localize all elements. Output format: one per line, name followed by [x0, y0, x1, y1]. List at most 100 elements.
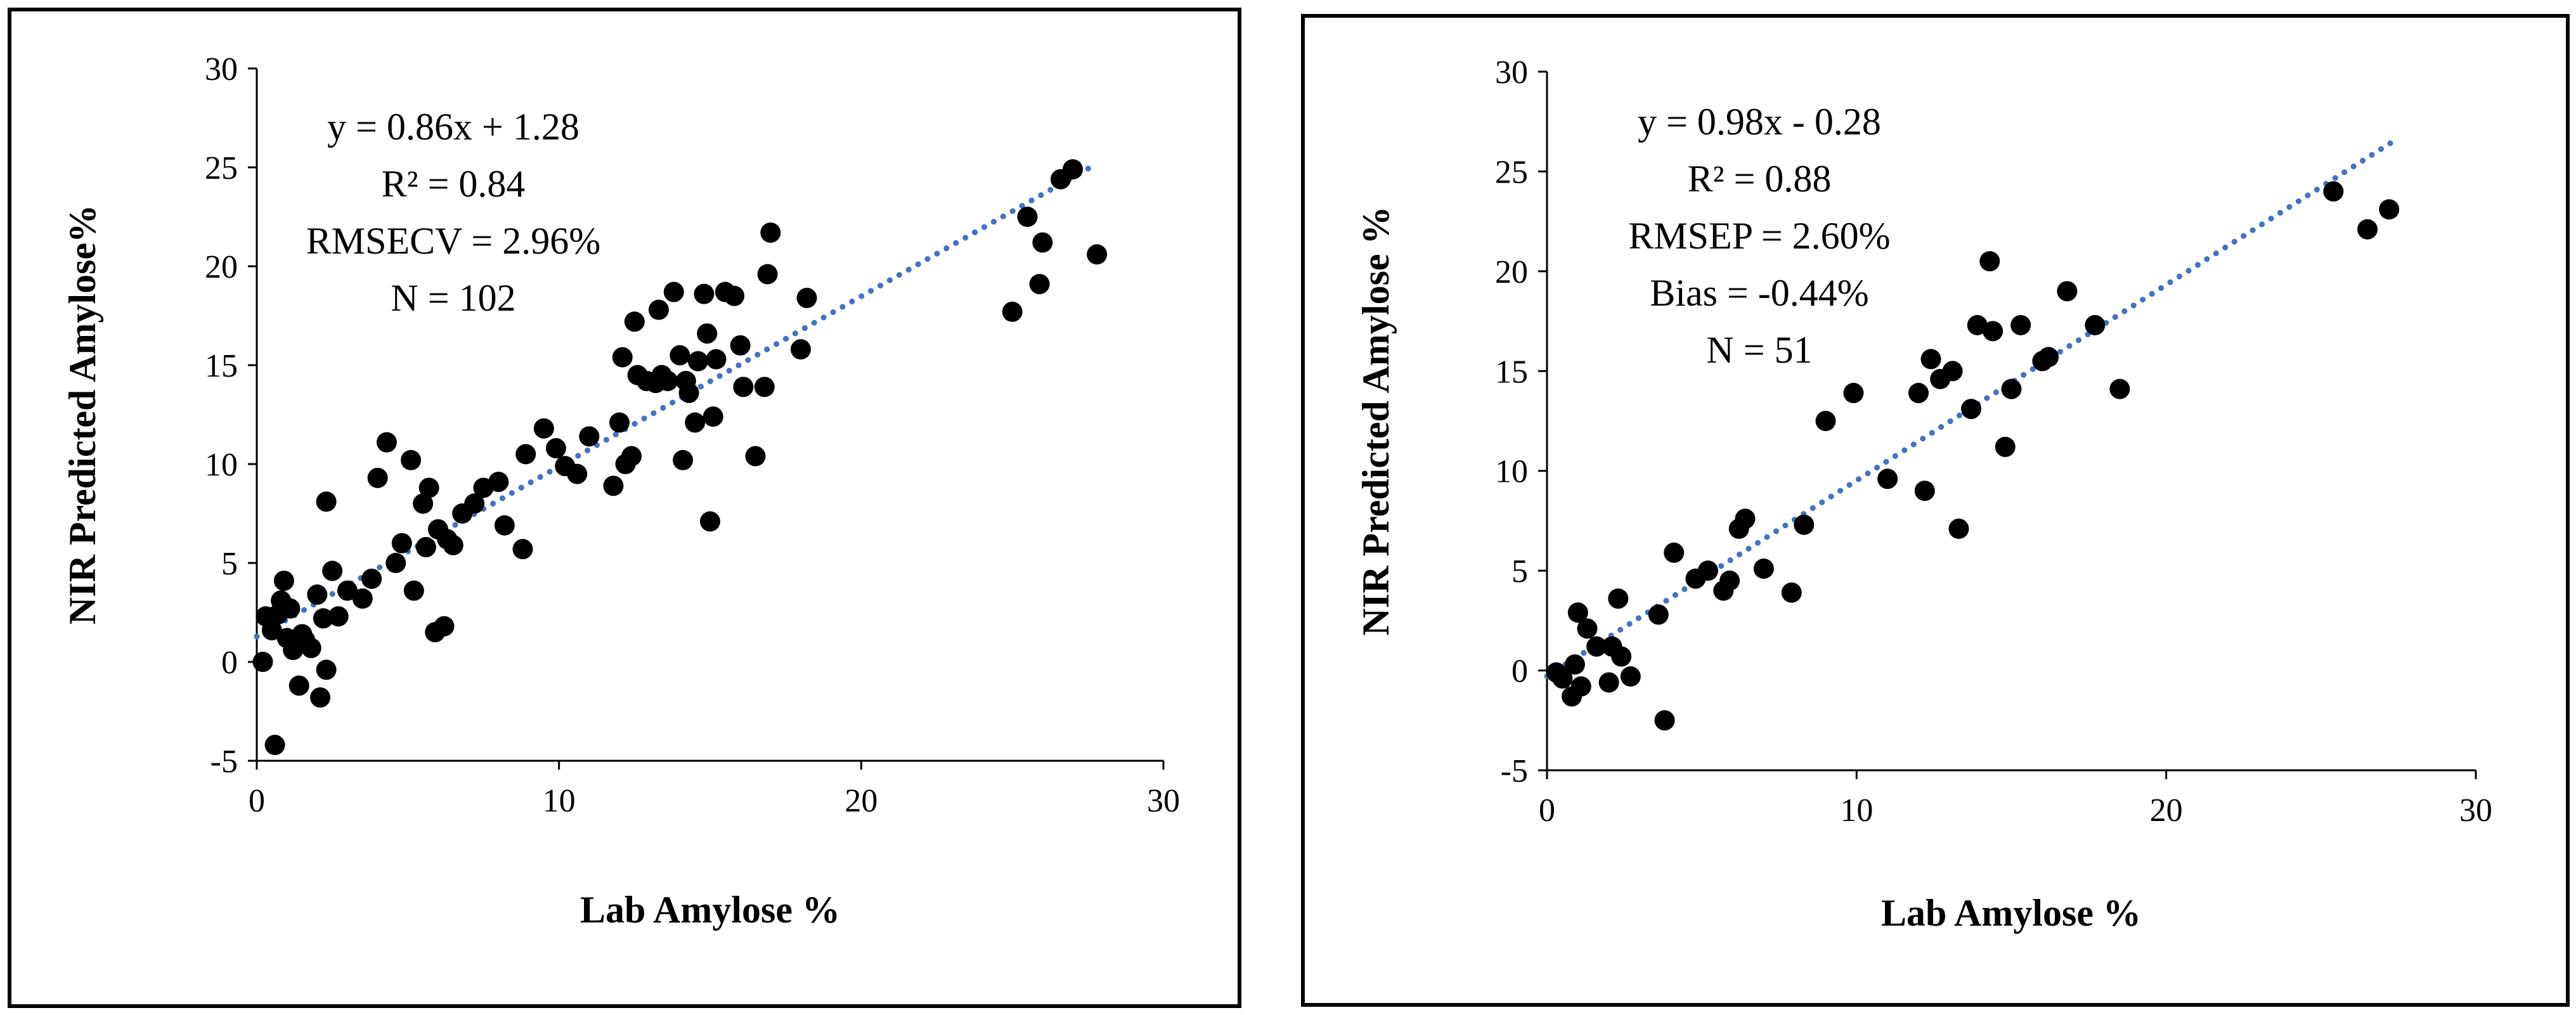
regression-annotation: N = 51	[1706, 329, 1812, 371]
data-point	[657, 370, 678, 391]
data-point	[434, 616, 455, 637]
data-point	[1781, 582, 1802, 603]
data-point	[494, 515, 515, 536]
data-point	[1877, 469, 1898, 489]
data-point	[673, 449, 694, 470]
data-point	[1908, 382, 1929, 403]
data-point	[1648, 604, 1669, 625]
data-point	[361, 568, 382, 589]
y-tick-label: 30	[205, 51, 238, 87]
regression-annotation: R² = 0.88	[1688, 158, 1832, 200]
data-point	[1920, 349, 1941, 370]
data-point	[2323, 181, 2344, 202]
data-point	[2038, 347, 2059, 368]
data-point	[328, 606, 349, 627]
data-point	[706, 349, 727, 370]
data-point	[413, 493, 434, 514]
data-point	[1567, 602, 1588, 623]
data-point	[401, 449, 422, 470]
data-point	[1002, 301, 1023, 322]
data-point	[1087, 244, 1108, 265]
data-point	[301, 638, 321, 659]
data-point	[1586, 636, 1607, 657]
data-point	[316, 659, 337, 680]
data-point	[1697, 560, 1718, 581]
data-point	[1029, 274, 1050, 295]
data-point	[702, 406, 723, 427]
y-tick-label: 5	[1511, 553, 1528, 590]
data-point	[1017, 207, 1038, 227]
data-point	[2109, 378, 2130, 399]
y-tick-label: -5	[1501, 753, 1528, 789]
data-point	[757, 264, 778, 285]
left-chart: -5 0 5 10 15 20 25 30 0 10 20 30 Lab Amylose % NIR Pr…	[61, 51, 1180, 931]
data-point	[687, 351, 708, 372]
x-tick-label: 20	[845, 783, 877, 819]
y-axis-label: NIR Predicted Amylose %	[1355, 206, 1397, 635]
data-point	[2001, 378, 2022, 399]
x-axis-label: Lab Amylose %	[1881, 892, 2141, 934]
data-point	[2379, 199, 2400, 220]
regression-annotation: RMSECV = 2.96%	[306, 220, 600, 262]
x-tick-label: 0	[249, 783, 265, 819]
regression-annotation: y = 0.86x + 1.28	[327, 106, 579, 148]
data-point	[760, 222, 781, 243]
data-point	[621, 446, 642, 467]
data-point	[1961, 399, 1982, 420]
data-point	[1570, 676, 1591, 697]
data-point	[1983, 321, 2003, 342]
data-point	[443, 534, 463, 555]
data-point	[678, 382, 699, 403]
data-point	[1967, 314, 1988, 335]
data-point	[1995, 436, 2016, 457]
data-point	[1608, 588, 1629, 609]
data-point	[391, 533, 412, 553]
data-point	[512, 539, 533, 560]
data-point	[2357, 219, 2378, 240]
data-point	[1948, 519, 1969, 540]
data-point	[1794, 514, 1815, 535]
data-point	[754, 377, 775, 398]
y-tick-label: 0	[221, 645, 238, 681]
right-panel-frame	[1301, 14, 2570, 1007]
x-tick-label: 30	[1147, 783, 1180, 819]
y-tick-label: 5	[221, 546, 238, 582]
x-tick-label: 30	[2459, 792, 2492, 829]
data-point	[694, 283, 715, 304]
data-point	[515, 444, 536, 465]
data-point	[1942, 361, 1963, 382]
data-point	[1843, 382, 1864, 403]
data-point	[545, 438, 566, 459]
regression-annotation: y = 0.98x - 0.28	[1638, 101, 1881, 143]
data-point	[685, 412, 706, 433]
data-point	[1815, 411, 1836, 431]
data-point	[1735, 508, 1756, 529]
x-axis-label: Lab Amylose %	[580, 889, 840, 931]
data-point	[700, 511, 720, 532]
data-point	[261, 620, 282, 641]
data-point	[533, 418, 554, 439]
data-point	[1577, 618, 1598, 639]
data-point	[663, 281, 684, 302]
regression-annotation: N = 102	[391, 277, 515, 319]
x-tick-label: 10	[543, 783, 576, 819]
data-point	[280, 598, 301, 619]
data-point	[2085, 314, 2106, 335]
data-point	[1564, 654, 1585, 675]
data-point	[1914, 481, 1935, 501]
data-point	[464, 493, 485, 514]
data-point	[567, 463, 588, 484]
data-point	[2057, 281, 2078, 302]
data-point	[352, 588, 373, 609]
data-point	[1753, 558, 1774, 579]
y-tick-label: 15	[205, 348, 238, 384]
data-point	[1979, 251, 2000, 272]
data-point	[697, 323, 718, 344]
data-point	[385, 553, 406, 573]
data-point	[579, 426, 600, 447]
data-point	[288, 675, 309, 696]
regression-annotation: RMSEP = 2.60%	[1628, 215, 1890, 257]
data-point	[1654, 710, 1675, 731]
data-point	[367, 467, 388, 488]
